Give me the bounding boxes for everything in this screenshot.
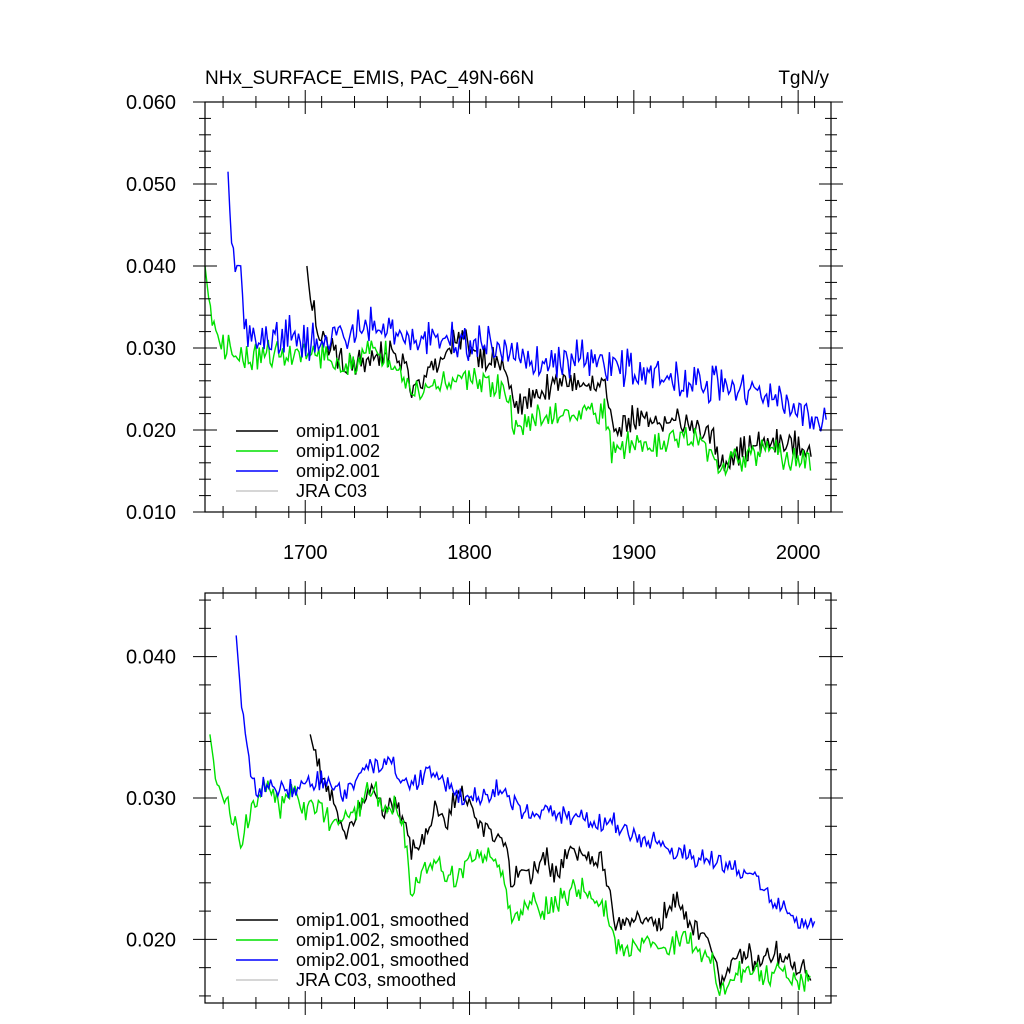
top-axis-ticks: 1700 1800 1900 2000 0.010 0.020 0.030 0.040 0.05… xyxy=(126,90,843,564)
series-line-omip1-002-smoothed xyxy=(209,734,811,996)
x-tick-label: 2000 xyxy=(776,542,821,564)
top-series-group xyxy=(204,171,827,478)
y-tick-label: 0.020 xyxy=(126,929,176,951)
units-label: TgN/y xyxy=(778,68,829,89)
legend-label: omip2.001 xyxy=(296,461,380,481)
series-line-omip1-001 xyxy=(306,265,812,472)
x-tick-label: 1800 xyxy=(447,542,492,564)
chart-title: NHx_SURFACE_EMIS, PAC_49N-66N xyxy=(205,68,534,89)
series-line-omip2-001-smoothed xyxy=(235,635,816,931)
y-tick-label: 0.030 xyxy=(126,338,176,360)
series-line-omip2-001 xyxy=(227,171,827,432)
legend-label: omip1.001, smoothed xyxy=(296,910,469,930)
x-tick-label: 1900 xyxy=(612,542,657,564)
y-tick-label: 0.040 xyxy=(126,647,176,669)
y-tick-label: 0.040 xyxy=(126,256,176,278)
legend-label: omip1.002 xyxy=(296,441,380,461)
y-tick-label: 0.010 xyxy=(126,502,176,524)
y-tick-label: 0.020 xyxy=(126,420,176,442)
bottom-series-group xyxy=(209,635,816,996)
top-plot-frame xyxy=(204,101,832,513)
panel-bottom: 0.020 0.030 0.040 omip1.001, smoothedomip1… xyxy=(126,581,843,1015)
legend-label: omip1.001 xyxy=(296,421,380,441)
legend-label: JRA C03, smoothed xyxy=(296,970,456,990)
x-tick-label: 1700 xyxy=(283,542,328,564)
y-tick-label: 0.060 xyxy=(126,92,176,114)
bottom-axis-ticks: 0.020 0.030 0.040 xyxy=(126,581,843,1015)
series-line-omip1-002 xyxy=(204,265,812,478)
legend-label: omip2.001, smoothed xyxy=(296,950,469,970)
y-tick-label: 0.030 xyxy=(126,788,176,810)
legend-label: JRA C03 xyxy=(296,481,367,501)
y-tick-label: 0.050 xyxy=(126,174,176,196)
legend-label: omip1.002, smoothed xyxy=(296,930,469,950)
panel-top: NHx_SURFACE_EMIS, PAC_49N-66N TgN/y 1700… xyxy=(126,68,843,564)
